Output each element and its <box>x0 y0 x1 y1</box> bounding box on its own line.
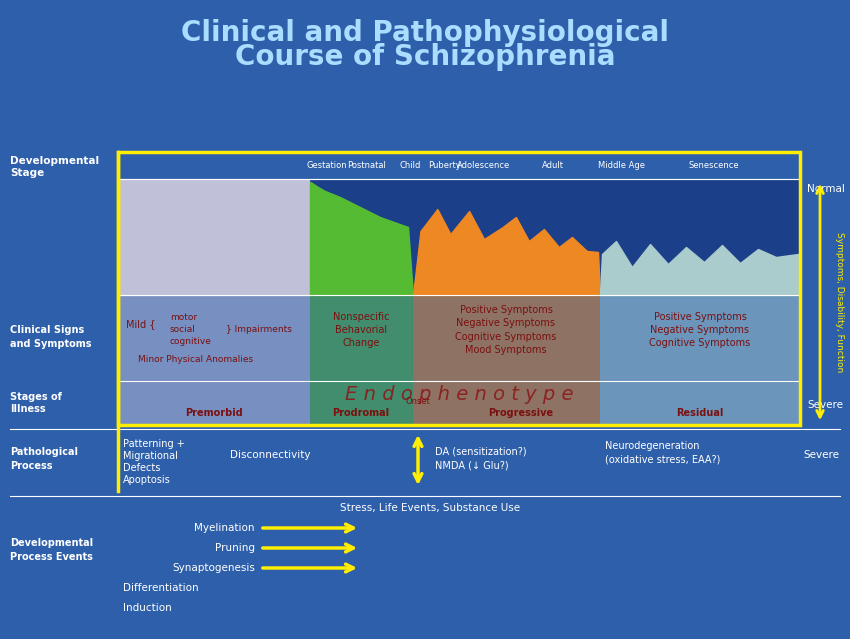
Text: Symptoms, Disability, Function: Symptoms, Disability, Function <box>836 232 845 372</box>
Text: Minor Physical Anomalies: Minor Physical Anomalies <box>138 355 253 364</box>
Text: E n d o p h e n o t y p e: E n d o p h e n o t y p e <box>345 385 573 404</box>
Text: cognitive: cognitive <box>170 337 212 346</box>
Text: Progressive: Progressive <box>489 408 553 418</box>
Text: Pathological: Pathological <box>10 447 78 457</box>
Text: Severe: Severe <box>803 450 839 460</box>
Bar <box>118 179 800 295</box>
Text: Myelination: Myelination <box>195 523 255 533</box>
Text: Stage: Stage <box>10 169 44 178</box>
Bar <box>310 381 413 425</box>
Text: and Symptoms: and Symptoms <box>10 339 92 349</box>
Text: Defects: Defects <box>123 463 161 473</box>
Bar <box>118 152 800 425</box>
Text: Clinical and Pathophysiological: Clinical and Pathophysiological <box>181 19 669 47</box>
Text: Course of Schizophrenia: Course of Schizophrenia <box>235 43 615 71</box>
Text: Gestation: Gestation <box>307 161 348 170</box>
Text: Positive Symptoms
Negative Symptoms
Cognitive Symptoms: Positive Symptoms Negative Symptoms Cogn… <box>649 312 751 348</box>
Text: Onset: Onset <box>405 397 430 406</box>
Text: Induction: Induction <box>123 603 172 613</box>
Text: Stress, Life Events, Substance Use: Stress, Life Events, Substance Use <box>340 503 520 513</box>
Text: Disconnectivity: Disconnectivity <box>230 450 310 460</box>
Text: Nonspecific
Behavorial
Change: Nonspecific Behavorial Change <box>332 312 389 348</box>
Bar <box>118 295 310 381</box>
Text: Residual: Residual <box>677 408 723 418</box>
Text: Mild {: Mild { <box>126 319 156 329</box>
Text: Process: Process <box>10 461 53 471</box>
Text: Senescence: Senescence <box>689 161 740 170</box>
Text: Clinical Signs: Clinical Signs <box>10 325 84 335</box>
Text: Pruning: Pruning <box>215 543 255 553</box>
Text: motor: motor <box>170 314 197 323</box>
Text: Differentiation: Differentiation <box>123 583 199 593</box>
Text: } Impairments: } Impairments <box>226 325 292 334</box>
Bar <box>600 381 800 425</box>
Text: Patterning +: Patterning + <box>123 439 184 449</box>
Text: DA (sensitization?): DA (sensitization?) <box>435 447 527 457</box>
Text: Premorbid: Premorbid <box>185 408 243 418</box>
Bar <box>413 295 600 381</box>
Bar <box>118 179 310 295</box>
Text: Prodromal: Prodromal <box>332 408 389 418</box>
Text: social: social <box>170 325 196 334</box>
Text: Neurodegeneration: Neurodegeneration <box>605 441 700 451</box>
Text: Stages of: Stages of <box>10 392 62 402</box>
Text: Child: Child <box>400 161 421 170</box>
Text: Developmental: Developmental <box>10 539 94 548</box>
Text: Severe: Severe <box>807 400 843 410</box>
Text: (oxidative stress, EAA?): (oxidative stress, EAA?) <box>605 455 720 465</box>
Text: Illness: Illness <box>10 404 46 414</box>
Text: Middle Age: Middle Age <box>598 161 644 170</box>
Bar <box>600 295 800 381</box>
Bar <box>310 295 413 381</box>
Bar <box>118 381 310 425</box>
Text: Puberty: Puberty <box>428 161 461 170</box>
Text: Apoptosis: Apoptosis <box>123 475 171 485</box>
Text: Positive Symptoms
Negative Symptoms
Cognitive Symptoms
Mood Symptoms: Positive Symptoms Negative Symptoms Cogn… <box>456 305 557 355</box>
Text: Migrational: Migrational <box>123 451 178 461</box>
Text: Normal: Normal <box>807 184 845 194</box>
Text: NMDA (↓ Glu?): NMDA (↓ Glu?) <box>435 461 508 471</box>
Text: Adolescence: Adolescence <box>457 161 511 170</box>
Text: Postnatal: Postnatal <box>347 161 386 170</box>
Bar <box>413 381 600 425</box>
Text: Adult: Adult <box>541 161 564 170</box>
Text: Developmental: Developmental <box>10 155 99 166</box>
Text: Process Events: Process Events <box>10 553 93 562</box>
Text: Synaptogenesis: Synaptogenesis <box>172 563 255 573</box>
